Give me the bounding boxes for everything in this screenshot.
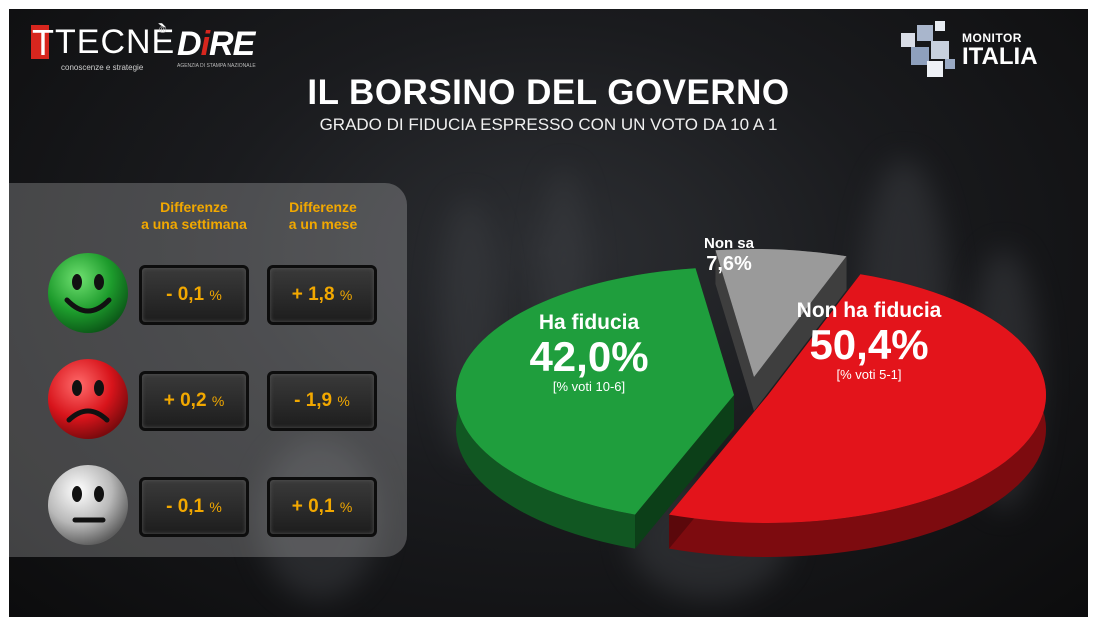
tecne-logo: TECNÈ ® conoscenze e strategie — [31, 22, 176, 72]
pie-slice-ha-fiducia — [455, 268, 734, 515]
tecne-tagline: conoscenze e strategie — [61, 63, 144, 72]
pie-slice-wall-1-1 — [754, 256, 847, 411]
tecne-registered-mark: ® — [159, 25, 167, 36]
italia-label: ITALIA — [962, 43, 1038, 70]
pie-slice-wall-1-0 — [715, 250, 754, 411]
neutral-face-icon — [47, 464, 129, 546]
dire-logo: DiRE AGENZIA DI STAMPA NAZIONALE — [177, 25, 256, 69]
dire-logo-text: DiRE — [177, 25, 255, 63]
pie-slice-side-2 — [669, 274, 1047, 558]
month-diff-fiducia: + 1,8 % — [267, 265, 377, 325]
column-header-month: Differenze a un mese — [288, 199, 358, 232]
pie-slice-non-ha-fiducia — [669, 274, 1046, 523]
week-diff-fiducia: - 0,1 % — [139, 265, 249, 325]
sad-face-icon — [47, 358, 129, 440]
slice-label-non-ha-fiducia: Non ha fiducia 50,4% [% voti 5-1] — [796, 299, 942, 382]
pie-slice-wall-0-0 — [635, 395, 734, 549]
cubes-icon — [901, 21, 955, 77]
slice-label-ha-fiducia: Ha fiducia 42,0% [% voti 10-6] — [529, 311, 649, 394]
fiducia-pie-chart — [455, 249, 1047, 558]
dire-tagline: AGENZIA DI STAMPA NAZIONALE — [177, 63, 256, 69]
tecne-logo-text: TECNÈ — [55, 23, 176, 61]
pie-slice-non-sa — [715, 249, 847, 377]
monitor-label: MONITOR — [962, 31, 1022, 45]
week-diff-non-sa: - 0,1 % — [139, 477, 249, 537]
happy-face-icon — [47, 252, 129, 334]
month-diff-non-sa: + 0,1 % — [267, 477, 377, 537]
page-subtitle: GRADO DI FIDUCIA ESPRESSO CON UN VOTO DA… — [319, 115, 778, 134]
monitor-italia-logo: MONITOR ITALIA — [897, 19, 1067, 81]
slide: TECNÈ ® conoscenze e strategie DiRE AGEN… — [9, 9, 1088, 617]
tecne-logo-mark-icon — [31, 22, 54, 64]
page-title: IL BORSINO DEL GOVERNO — [307, 73, 790, 112]
week-diff-non-fiducia: + 0,2 % — [139, 371, 249, 431]
column-header-week: Differenze a una settimana — [141, 199, 247, 232]
month-diff-non-fiducia: - 1,9 % — [267, 371, 377, 431]
differences-panel: Differenze a una settimana Differenze a un… — [9, 183, 407, 557]
slice-label-non-sa: Non sa 7,6% — [703, 235, 754, 275]
